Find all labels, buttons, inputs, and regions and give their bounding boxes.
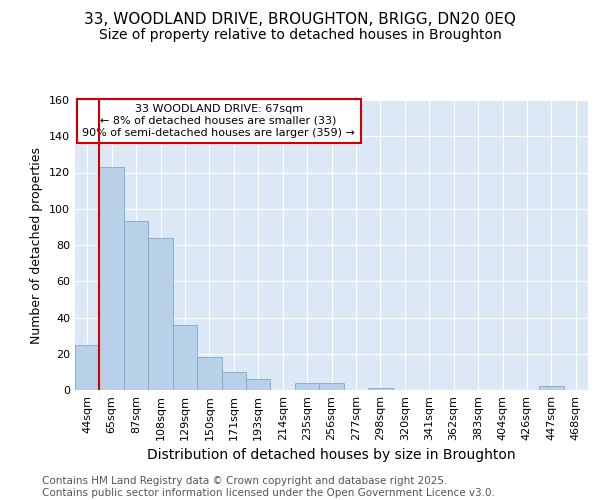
Bar <box>124 222 148 390</box>
Bar <box>100 167 124 390</box>
Text: Size of property relative to detached houses in Broughton: Size of property relative to detached ho… <box>98 28 502 42</box>
Bar <box>173 325 197 390</box>
Bar <box>221 372 246 390</box>
X-axis label: Distribution of detached houses by size in Broughton: Distribution of detached houses by size … <box>147 448 516 462</box>
Bar <box>197 358 221 390</box>
Bar <box>75 344 100 390</box>
Text: 33, WOODLAND DRIVE, BROUGHTON, BRIGG, DN20 0EQ: 33, WOODLAND DRIVE, BROUGHTON, BRIGG, DN… <box>84 12 516 28</box>
Y-axis label: Number of detached properties: Number of detached properties <box>31 146 43 344</box>
Bar <box>368 388 392 390</box>
Text: Contains HM Land Registry data © Crown copyright and database right 2025.
Contai: Contains HM Land Registry data © Crown c… <box>42 476 495 498</box>
Text: 33 WOODLAND DRIVE: 67sqm
← 8% of detached houses are smaller (33)
90% of semi-de: 33 WOODLAND DRIVE: 67sqm ← 8% of detache… <box>82 104 355 138</box>
Bar <box>539 386 563 390</box>
Bar <box>148 238 173 390</box>
Bar <box>246 379 271 390</box>
Bar <box>295 383 319 390</box>
Bar <box>319 383 344 390</box>
